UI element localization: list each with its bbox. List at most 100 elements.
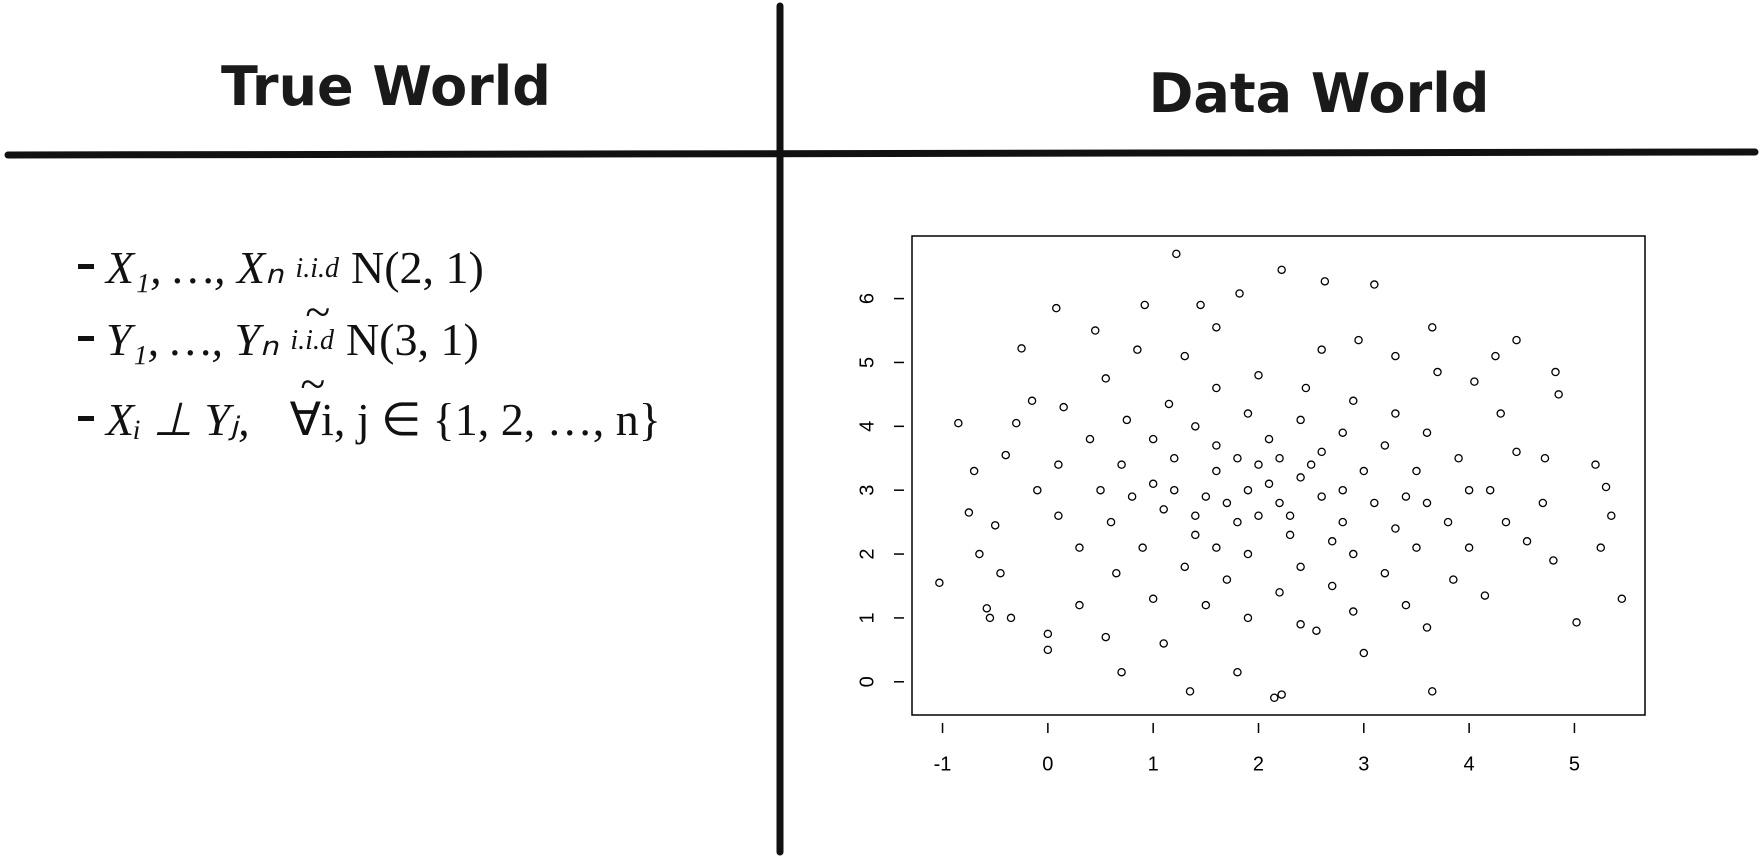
x-tick-label: 5 (1569, 753, 1580, 775)
bullet (78, 264, 94, 269)
point (954, 418, 963, 428)
point (1117, 460, 1126, 469)
point (1001, 450, 1010, 460)
point (1596, 543, 1606, 552)
point (1043, 629, 1053, 639)
point (1164, 399, 1174, 409)
point (1085, 434, 1095, 444)
point (1380, 441, 1390, 450)
point (1264, 434, 1274, 444)
point (1235, 289, 1244, 298)
point (1138, 543, 1147, 552)
point (1254, 511, 1263, 520)
point (1180, 562, 1190, 572)
point (1359, 648, 1369, 658)
point (1101, 632, 1111, 642)
point (1296, 415, 1305, 425)
point (1380, 568, 1390, 578)
x-tick-label: -1 (934, 753, 952, 775)
point (1572, 618, 1581, 627)
point (1027, 396, 1037, 406)
item-rest: N(3, 1) (345, 314, 479, 365)
point (1275, 454, 1284, 463)
point (1306, 460, 1316, 469)
item-text: Y₁, …, Yₙ (106, 314, 279, 365)
point (1540, 454, 1550, 463)
point (1033, 485, 1042, 495)
point (1254, 370, 1263, 380)
point (1243, 409, 1253, 418)
point (1591, 460, 1600, 469)
point (1222, 498, 1232, 508)
point (1122, 415, 1132, 425)
point (1277, 265, 1286, 275)
point (1501, 517, 1511, 527)
point (1349, 549, 1358, 559)
point (1012, 418, 1021, 428)
point (1464, 543, 1474, 552)
point (1422, 623, 1432, 632)
point (1338, 428, 1347, 437)
point (1233, 667, 1242, 677)
y-tick-label: 6 (856, 293, 878, 304)
left-title: True World (221, 55, 551, 118)
point (1370, 280, 1379, 289)
point (1212, 441, 1221, 450)
point (1443, 517, 1453, 527)
point (1243, 613, 1253, 623)
point (1101, 374, 1111, 383)
point (1401, 492, 1411, 501)
point (996, 568, 1005, 578)
point (1391, 524, 1400, 533)
y-tick-label: 3 (856, 485, 878, 496)
point (1059, 402, 1068, 412)
point (1052, 303, 1061, 313)
point (1148, 479, 1158, 489)
point (1480, 591, 1490, 600)
point (1512, 447, 1521, 457)
point (1169, 485, 1179, 495)
point (1201, 600, 1211, 610)
point (1270, 693, 1279, 703)
y-tick-label: 4 (856, 421, 878, 432)
point (1275, 588, 1284, 597)
y-tick-label: 5 (856, 357, 878, 368)
point (1551, 367, 1560, 377)
point (1172, 249, 1181, 259)
bullet (78, 336, 94, 341)
point (1233, 517, 1242, 527)
y-tick-label: 2 (856, 548, 878, 559)
point (1043, 645, 1053, 655)
point (1159, 639, 1168, 648)
point (1054, 460, 1063, 469)
point (1428, 687, 1437, 696)
point (1191, 530, 1200, 540)
right-title: Data World (1149, 62, 1490, 125)
point (1428, 323, 1437, 332)
point (1601, 482, 1611, 492)
point (1212, 543, 1221, 552)
point (1391, 351, 1400, 361)
point (1191, 511, 1200, 520)
y-tick-label: 0 (856, 676, 878, 687)
point (1454, 454, 1463, 463)
point (1422, 498, 1432, 508)
point (1277, 690, 1286, 699)
point (1006, 613, 1016, 623)
point (1317, 492, 1326, 501)
point (1370, 498, 1379, 508)
point (1191, 422, 1200, 431)
point (985, 613, 995, 623)
relation-symbol: ~ (304, 286, 330, 337)
item-rest: ∀i, j ∈ {1, 2, …, n} (289, 394, 661, 445)
item-rest: N(2, 1) (350, 242, 484, 293)
point (1185, 687, 1195, 696)
item: Y₁, …, Yₙ i.i.d ~ N(3, 1) (78, 312, 479, 407)
point (975, 549, 984, 559)
relation-symbol: ~ (299, 358, 325, 409)
point (1127, 492, 1137, 501)
point (1512, 335, 1521, 345)
point (1169, 454, 1179, 463)
